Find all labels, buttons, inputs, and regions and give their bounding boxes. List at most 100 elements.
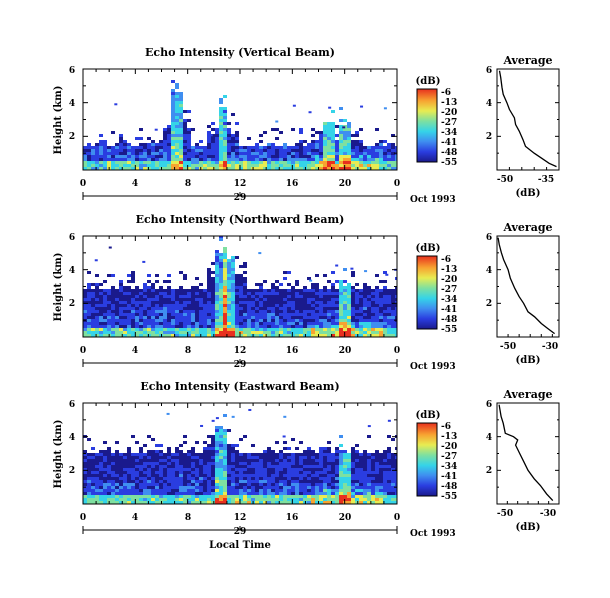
heatmap-cell: [223, 161, 227, 164]
heatmap-cell: [375, 310, 379, 313]
heatmap-cell: [371, 453, 375, 456]
heatmap-cell: [355, 459, 359, 462]
heatmap-cell: [343, 325, 347, 328]
heatmap-cell: [139, 471, 143, 474]
heatmap-cell: [223, 113, 227, 116]
heatmap-cell: [339, 140, 343, 143]
heatmap-cell: [307, 498, 311, 501]
heatmap-cell: [295, 474, 299, 477]
heatmap-cell: [363, 313, 367, 316]
heatmap-cell: [275, 471, 279, 474]
heatmap-cell: [143, 149, 147, 152]
heatmap-cell: [267, 480, 271, 483]
heatmap-cell: [107, 149, 111, 152]
heatmap-cell: [343, 310, 347, 313]
heatmap-cell: [331, 158, 335, 161]
heatmap-cell: [271, 495, 275, 498]
heatmap-cell: [267, 149, 271, 152]
heatmap-cell: [287, 292, 291, 295]
heatmap-cell: [159, 465, 163, 468]
heatmap-cell: [203, 319, 207, 322]
heatmap-cell: [251, 444, 255, 447]
heatmap-cell: [319, 298, 323, 301]
heatmap-cell: [95, 149, 99, 152]
heatmap-cell: [303, 459, 307, 462]
heatmap-cell: [267, 155, 271, 158]
heatmap-cell: [91, 304, 95, 307]
heatmap-cell: [107, 456, 111, 459]
heatmap-cell: [99, 298, 103, 301]
heatmap-cell: [347, 164, 351, 167]
heatmap-cell: [115, 471, 119, 474]
colorbar-tick: -6: [441, 422, 451, 432]
heatmap-cell: [391, 474, 395, 477]
heatmap-cell: [347, 143, 351, 146]
heatmap-cell: [203, 149, 207, 152]
heatmap-cell: [251, 456, 255, 459]
heatmap-cell: [343, 483, 347, 486]
heatmap-cell: [211, 456, 215, 459]
heatmap-cell: [319, 501, 323, 504]
heatmap-cell: [187, 477, 191, 480]
heatmap-cell: [259, 155, 263, 158]
heatmap-cell: [235, 468, 239, 471]
heatmap-cell: [271, 307, 275, 310]
heatmap-cell: [323, 292, 327, 295]
heatmap-cell: [379, 280, 383, 283]
heatmap-cell: [187, 146, 191, 149]
heatmap-cell: [231, 331, 235, 334]
heatmap-cell: [243, 286, 247, 289]
heatmap-cell: [339, 483, 343, 486]
heatmap-cell: [111, 471, 115, 474]
heatmap-cell: [191, 450, 195, 453]
heatmap-cell: [355, 307, 359, 310]
heatmap-cell: [127, 480, 131, 483]
heatmap-cell: [255, 468, 259, 471]
heatmap-cell: [135, 146, 139, 149]
heatmap-cell: [247, 334, 251, 337]
heatmap-cell: [107, 152, 111, 155]
heatmap-cell: [183, 471, 187, 474]
heatmap-cell: [119, 453, 123, 456]
heatmap-cell: [111, 489, 115, 492]
heatmap-cell: [147, 489, 151, 492]
heatmap-cell: [335, 143, 339, 146]
heatmap-cell: [227, 453, 231, 456]
heatmap-cell: [215, 137, 219, 140]
heatmap-cell: [351, 289, 355, 292]
heatmap-cell: [199, 328, 203, 331]
heatmap-cell: [391, 313, 395, 316]
heatmap-cell: [227, 286, 231, 289]
heatmap-cell: [147, 468, 151, 471]
heatmap-cell: [251, 328, 255, 331]
heatmap-cell: [379, 501, 383, 504]
heatmap-cell: [391, 480, 395, 483]
heatmap-cell: [155, 280, 159, 283]
heatmap-cell: [223, 158, 227, 161]
heatmap-cell: [219, 286, 223, 289]
heatmap-cell: [155, 334, 159, 337]
heatmap-cell: [171, 501, 175, 504]
heatmap-cell: [155, 301, 159, 304]
heatmap-cell: [387, 325, 391, 328]
heatmap-cell: [103, 149, 107, 152]
heatmap-cell: [347, 310, 351, 313]
heatmap-cell: [147, 495, 151, 498]
heatmap-cell: [139, 492, 143, 495]
heatmap-cell: [359, 334, 363, 337]
heatmap-cell: [159, 164, 163, 167]
heatmap-cell: [159, 146, 163, 149]
heatmap-cell: [307, 313, 311, 316]
heatmap-cell: [327, 143, 331, 146]
heatmap-cell: [231, 289, 235, 292]
heatmap-cell: [363, 325, 367, 328]
heatmap-cell: [231, 444, 235, 447]
profile-y-tick-label: 6: [486, 400, 492, 410]
heatmap-cell: [91, 483, 95, 486]
heatmap-cell: [191, 286, 195, 289]
heatmap-cell: [235, 307, 239, 310]
heatmap-cell: [231, 415, 235, 418]
heatmap-cell: [351, 322, 355, 325]
heatmap-cell: [195, 331, 199, 334]
heatmap-cell: [235, 322, 239, 325]
